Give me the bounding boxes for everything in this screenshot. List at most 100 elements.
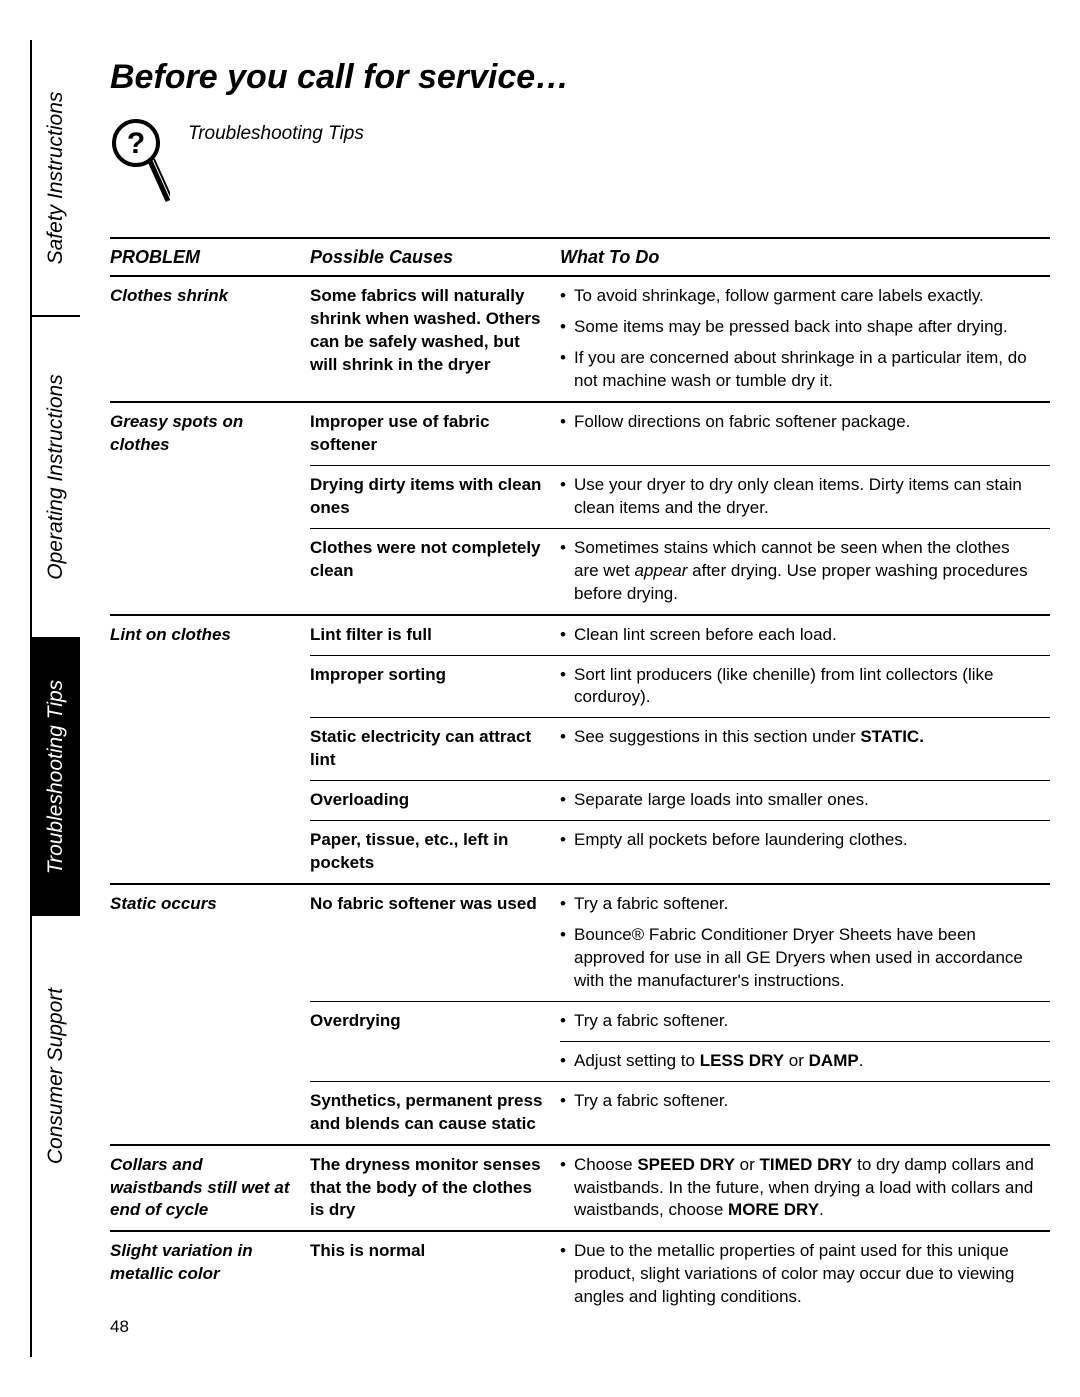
page-frame: Safety Instructions Operating Instruction… bbox=[30, 40, 1050, 1357]
problem-cell bbox=[110, 781, 310, 821]
problem-cell bbox=[110, 528, 310, 614]
cause-cell: Clothes were not completely clean bbox=[310, 528, 560, 614]
sidebar-tab: Operating Instructions bbox=[32, 317, 80, 637]
todo-cell: Adjust setting to LESS DRY or DAMP. bbox=[560, 1041, 1050, 1081]
sidebar-tab-label: Troubleshooting Tips bbox=[44, 679, 68, 873]
todo-cell: Try a fabric softener. bbox=[560, 1081, 1050, 1144]
table-body: Clothes shrinkSome fabrics will naturall… bbox=[110, 276, 1050, 1317]
todo-cell: Choose SPEED DRY or TIMED DRY to dry dam… bbox=[560, 1145, 1050, 1232]
todo-cell: Follow directions on fabric softener pac… bbox=[560, 402, 1050, 465]
todo-cell: Sort lint producers (like chenille) from… bbox=[560, 655, 1050, 718]
page-number: 48 bbox=[110, 1317, 129, 1337]
todo-cell: Try a fabric softener. Bounce® Fabric Con… bbox=[560, 884, 1050, 1001]
table-row: Adjust setting to LESS DRY or DAMP. bbox=[110, 1041, 1050, 1081]
todo-cell: Sometimes stains which cannot be seen wh… bbox=[560, 528, 1050, 614]
problem-cell: Collars and waistbands still wet at end … bbox=[110, 1145, 310, 1232]
cause-cell: Overloading bbox=[310, 781, 560, 821]
sidebar-separator bbox=[32, 315, 80, 317]
page-content: Before you call for service… ? Troublesh… bbox=[110, 40, 1050, 1317]
todo-cell: Try a fabric softener. bbox=[560, 1001, 1050, 1041]
todo-item: Empty all pockets before laundering clot… bbox=[560, 829, 1038, 852]
todo-item: See suggestions in this section under ST… bbox=[560, 726, 1038, 749]
cause-cell: Lint filter is full bbox=[310, 615, 560, 655]
sidebar-tab: Safety Instructions bbox=[32, 40, 80, 315]
todo-cell: To avoid shrinkage, follow garment care … bbox=[560, 276, 1050, 402]
todo-item: If you are concerned about shrinkage in … bbox=[560, 347, 1038, 393]
todo-item: Bounce® Fabric Conditioner Dryer Sheets … bbox=[560, 924, 1038, 993]
todo-item: Choose SPEED DRY or TIMED DRY to dry dam… bbox=[560, 1154, 1038, 1223]
problem-cell bbox=[110, 465, 310, 528]
todo-item: Sometimes stains which cannot be seen wh… bbox=[560, 537, 1038, 606]
todo-item: Separate large loads into smaller ones. bbox=[560, 789, 1038, 812]
problem-cell bbox=[110, 1001, 310, 1041]
problem-cell bbox=[110, 821, 310, 884]
problem-cell: Lint on clothes bbox=[110, 615, 310, 655]
magnifier-question-icon: ? bbox=[110, 117, 170, 207]
sidebar-tabs: Safety Instructions Operating Instruction… bbox=[32, 40, 80, 1357]
todo-cell: See suggestions in this section under ST… bbox=[560, 718, 1050, 781]
table-row: Greasy spots on clothesImproper use of f… bbox=[110, 402, 1050, 465]
problem-cell bbox=[110, 718, 310, 781]
todo-cell: Use your dryer to dry only clean items. … bbox=[560, 465, 1050, 528]
table-row: Synthetics, permanent press and blends c… bbox=[110, 1081, 1050, 1144]
cause-cell: Drying dirty items with clean ones bbox=[310, 465, 560, 528]
cause-cell: Improper sorting bbox=[310, 655, 560, 718]
problem-cell: Static occurs bbox=[110, 884, 310, 1001]
problem-cell: Greasy spots on clothes bbox=[110, 402, 310, 465]
cause-cell: Overdrying bbox=[310, 1001, 560, 1041]
todo-item: Try a fabric softener. bbox=[560, 893, 1038, 916]
table-row: Clothes shrinkSome fabrics will naturall… bbox=[110, 276, 1050, 402]
table-row: Drying dirty items with clean onesUse yo… bbox=[110, 465, 1050, 528]
table-row: Collars and waistbands still wet at end … bbox=[110, 1145, 1050, 1232]
table-row: Static occursNo fabric softener was used… bbox=[110, 884, 1050, 1001]
page-title: Before you call for service… bbox=[110, 58, 1050, 97]
header-problem: PROBLEM bbox=[110, 238, 310, 276]
todo-cell: Separate large loads into smaller ones. bbox=[560, 781, 1050, 821]
problem-cell: Clothes shrink bbox=[110, 276, 310, 402]
cause-cell: The dryness monitor senses that the body… bbox=[310, 1145, 560, 1232]
todo-item: Try a fabric softener. bbox=[560, 1010, 1038, 1033]
table-row: Static electricity can attract lintSee s… bbox=[110, 718, 1050, 781]
table-row: OverdryingTry a fabric softener. bbox=[110, 1001, 1050, 1041]
todo-item: Adjust setting to LESS DRY or DAMP. bbox=[560, 1050, 1038, 1073]
table-row: Lint on clothesLint filter is fullClean … bbox=[110, 615, 1050, 655]
table-header-row: PROBLEM Possible Causes What To Do bbox=[110, 238, 1050, 276]
sidebar-tab-label: Safety Instructions bbox=[44, 91, 68, 264]
todo-cell: Due to the metallic properties of paint … bbox=[560, 1231, 1050, 1317]
sidebar-tab-label: Consumer Support bbox=[44, 988, 68, 1164]
cause-cell bbox=[310, 1041, 560, 1081]
cause-cell: Paper, tissue, etc., left in pockets bbox=[310, 821, 560, 884]
cause-cell: Some fabrics will naturally shrink when … bbox=[310, 276, 560, 402]
cause-cell: Improper use of fabric softener bbox=[310, 402, 560, 465]
table-row: Clothes were not completely cleanSometim… bbox=[110, 528, 1050, 614]
table-row: Improper sortingSort lint producers (lik… bbox=[110, 655, 1050, 718]
sidebar-tab-label: Operating Instructions bbox=[44, 374, 68, 579]
todo-item: Try a fabric softener. bbox=[560, 1090, 1038, 1113]
table-row: Slight variation in metallic colorThis i… bbox=[110, 1231, 1050, 1317]
header-todo: What To Do bbox=[560, 238, 1050, 276]
header-cause: Possible Causes bbox=[310, 238, 560, 276]
cause-cell: Static electricity can attract lint bbox=[310, 718, 560, 781]
table-row: Paper, tissue, etc., left in pocketsEmpt… bbox=[110, 821, 1050, 884]
svg-text:?: ? bbox=[127, 127, 145, 160]
todo-item: Due to the metallic properties of paint … bbox=[560, 1240, 1038, 1309]
sidebar-tab: Troubleshooting Tips bbox=[32, 639, 80, 914]
todo-item: Sort lint producers (like chenille) from… bbox=[560, 664, 1038, 710]
table-row: OverloadingSeparate large loads into sma… bbox=[110, 781, 1050, 821]
problem-cell bbox=[110, 655, 310, 718]
todo-cell: Empty all pockets before laundering clot… bbox=[560, 821, 1050, 884]
todo-item: Some items may be pressed back into shap… bbox=[560, 316, 1038, 339]
sidebar-tab: Consumer Support bbox=[32, 916, 80, 1236]
cause-cell: This is normal bbox=[310, 1231, 560, 1317]
todo-item: Follow directions on fabric softener pac… bbox=[560, 411, 1038, 434]
todo-item: To avoid shrinkage, follow garment care … bbox=[560, 285, 1038, 308]
problem-cell bbox=[110, 1041, 310, 1081]
sidebar-separator bbox=[32, 637, 80, 639]
todo-item: Clean lint screen before each load. bbox=[560, 624, 1038, 647]
intro-row: ? Troubleshooting Tips bbox=[110, 117, 1050, 207]
problem-cell bbox=[110, 1081, 310, 1144]
cause-cell: No fabric softener was used bbox=[310, 884, 560, 1001]
todo-item: Use your dryer to dry only clean items. … bbox=[560, 474, 1038, 520]
todo-cell: Clean lint screen before each load. bbox=[560, 615, 1050, 655]
sidebar-separator bbox=[32, 914, 80, 916]
